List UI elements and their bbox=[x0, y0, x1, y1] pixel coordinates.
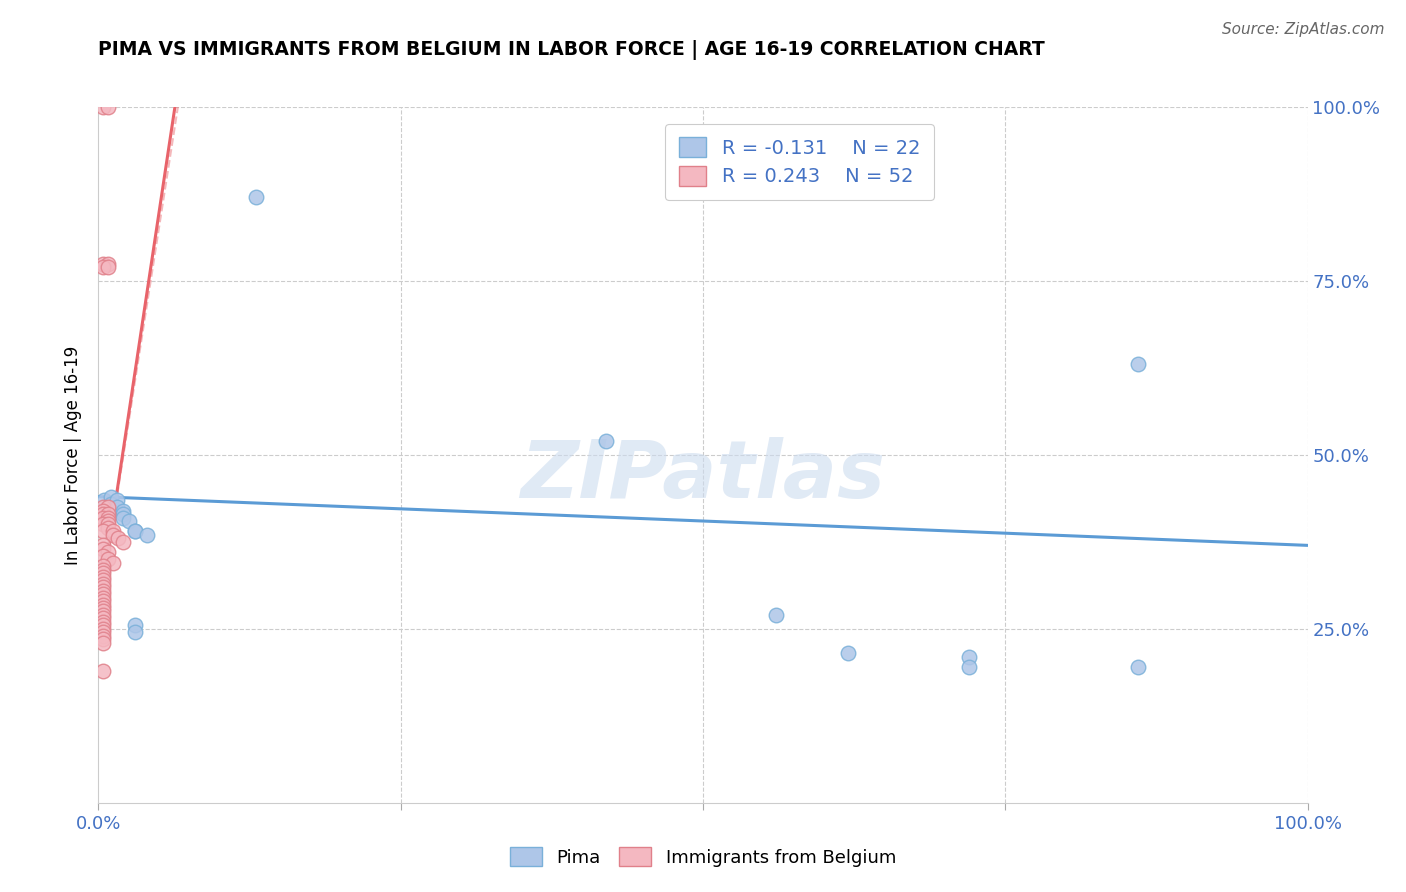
Point bbox=[91, 256, 114, 270]
Point bbox=[91, 607, 114, 622]
Point bbox=[91, 510, 114, 524]
Point bbox=[100, 490, 122, 504]
Point bbox=[91, 622, 114, 636]
Point bbox=[837, 646, 859, 660]
Point bbox=[91, 524, 114, 539]
Point bbox=[91, 583, 114, 598]
Point bbox=[595, 434, 617, 448]
Text: ZIPatlas: ZIPatlas bbox=[520, 437, 886, 515]
Point bbox=[97, 510, 120, 524]
Text: Source: ZipAtlas.com: Source: ZipAtlas.com bbox=[1222, 22, 1385, 37]
Point bbox=[105, 493, 128, 508]
Point bbox=[97, 545, 120, 559]
Point bbox=[93, 493, 115, 508]
Point bbox=[135, 528, 157, 542]
Point bbox=[91, 605, 114, 619]
Point bbox=[97, 552, 120, 566]
Point bbox=[105, 500, 128, 514]
Point bbox=[91, 615, 114, 629]
Point bbox=[91, 549, 114, 563]
Point bbox=[107, 532, 129, 546]
Point bbox=[91, 629, 114, 643]
Point bbox=[91, 611, 114, 625]
Point bbox=[91, 503, 114, 517]
Point bbox=[91, 625, 114, 640]
Point bbox=[245, 190, 267, 204]
Point bbox=[124, 618, 146, 632]
Point bbox=[91, 580, 114, 594]
Point bbox=[97, 500, 120, 514]
Point bbox=[957, 649, 980, 664]
Point bbox=[97, 517, 120, 532]
Point bbox=[97, 260, 120, 274]
Legend: R = -0.131    N = 22, R = 0.243    N = 52: R = -0.131 N = 22, R = 0.243 N = 52 bbox=[665, 124, 934, 200]
Point bbox=[91, 587, 114, 601]
Point bbox=[111, 503, 134, 517]
Point bbox=[100, 497, 122, 511]
Point bbox=[91, 260, 114, 274]
Point bbox=[91, 538, 114, 552]
Point bbox=[124, 625, 146, 640]
Point bbox=[111, 510, 134, 524]
Point bbox=[124, 524, 146, 539]
Point bbox=[91, 601, 114, 615]
Point bbox=[1128, 660, 1150, 674]
Point bbox=[91, 570, 114, 584]
Point bbox=[91, 517, 114, 532]
Point bbox=[91, 591, 114, 605]
Point bbox=[101, 556, 124, 570]
Point bbox=[101, 528, 124, 542]
Point bbox=[1128, 358, 1150, 372]
Legend: Pima, Immigrants from Belgium: Pima, Immigrants from Belgium bbox=[502, 840, 904, 874]
Point bbox=[91, 632, 114, 647]
Point bbox=[91, 618, 114, 632]
Point bbox=[91, 598, 114, 612]
Y-axis label: In Labor Force | Age 16-19: In Labor Force | Age 16-19 bbox=[65, 345, 83, 565]
Point bbox=[91, 636, 114, 650]
Point bbox=[91, 664, 114, 678]
Point bbox=[91, 566, 114, 581]
Point bbox=[97, 256, 120, 270]
Point bbox=[91, 563, 114, 577]
Point bbox=[957, 660, 980, 674]
Point bbox=[97, 521, 120, 535]
Point bbox=[111, 507, 134, 521]
Point bbox=[91, 573, 114, 587]
Point bbox=[91, 100, 114, 114]
Point bbox=[765, 607, 787, 622]
Point bbox=[91, 559, 114, 574]
Point bbox=[97, 507, 120, 521]
Point bbox=[118, 514, 141, 528]
Point bbox=[91, 507, 114, 521]
Point bbox=[91, 541, 114, 556]
Point bbox=[91, 500, 114, 514]
Point bbox=[97, 100, 120, 114]
Point bbox=[91, 576, 114, 591]
Point bbox=[124, 524, 146, 539]
Text: PIMA VS IMMIGRANTS FROM BELGIUM IN LABOR FORCE | AGE 16-19 CORRELATION CHART: PIMA VS IMMIGRANTS FROM BELGIUM IN LABOR… bbox=[98, 40, 1045, 60]
Point bbox=[111, 535, 134, 549]
Point bbox=[97, 514, 120, 528]
Point bbox=[101, 524, 124, 539]
Point bbox=[91, 594, 114, 608]
